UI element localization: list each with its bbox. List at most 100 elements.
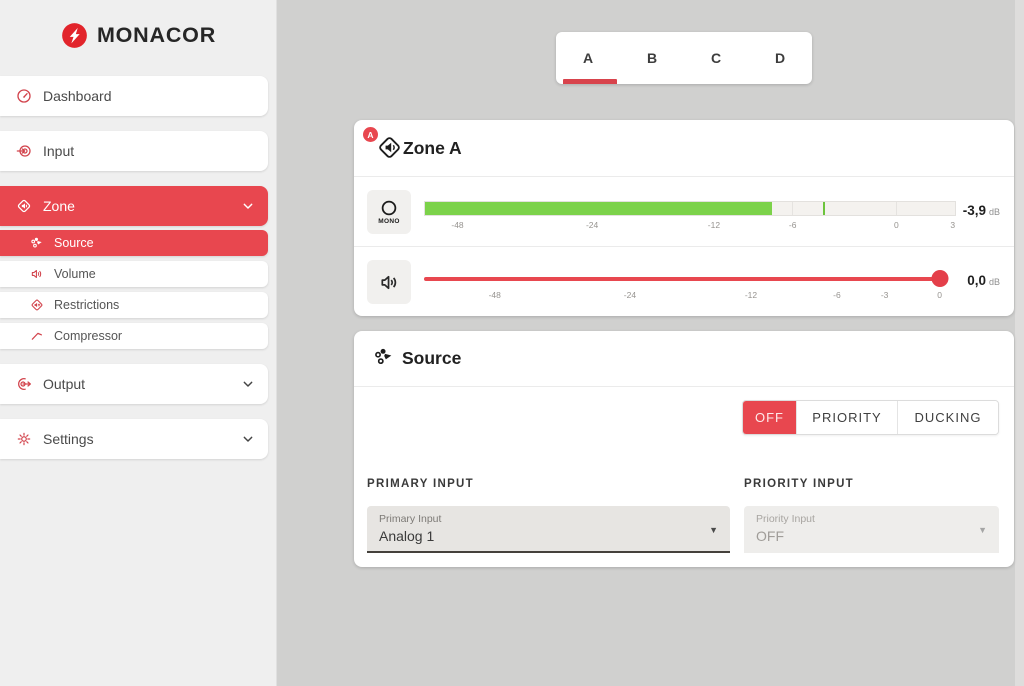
tab-a[interactable]: A <box>556 32 620 84</box>
tab-label: B <box>646 50 658 66</box>
priority-input-heading: PRIORITY INPUT <box>744 478 854 490</box>
sidebar-item-label: Output <box>43 376 86 392</box>
divider <box>354 246 1014 247</box>
sidebar-subitem-compressor[interactable]: Compressor <box>0 323 268 349</box>
restrictions-mute-icon <box>31 299 43 311</box>
meter-tick: -12 <box>707 220 721 230</box>
sidebar-subitem-restrictions[interactable]: Restrictions <box>0 292 268 318</box>
select-value: Analog 1 <box>379 528 435 544</box>
tab-label: D <box>774 50 786 66</box>
sidebar-item-label: Input <box>43 143 75 159</box>
source-panel: Source OFF PRIORITY DUCKING PRIMARY INPU… <box>354 331 1014 567</box>
volume-value: 0,0 dB <box>967 272 1000 290</box>
meter-scale: -48 -24 -12 -6 0 3 <box>424 220 956 232</box>
sidebar-item-label: Zone <box>43 198 75 214</box>
select-label: Primary Input <box>379 513 442 525</box>
level-meter <box>424 201 956 216</box>
dropdown-arrow-icon: ▼ <box>709 525 718 535</box>
mode-priority-button[interactable]: PRIORITY <box>796 401 897 434</box>
zone-badge: A <box>363 127 378 142</box>
mode-ducking-button[interactable]: DUCKING <box>897 401 998 434</box>
tab-d[interactable]: D <box>748 32 812 84</box>
chevron-down-icon <box>243 436 253 442</box>
volume-tick: -3 <box>880 290 889 300</box>
meter-tick: 0 <box>894 220 899 230</box>
meter-tick: 3 <box>950 220 956 230</box>
volume-slider[interactable] <box>424 270 949 287</box>
speaker-icon <box>380 275 396 289</box>
mono-circle-icon <box>381 200 397 216</box>
volume-icon <box>31 269 42 279</box>
meter-level-fill <box>425 202 772 215</box>
compressor-icon <box>31 332 42 340</box>
meter-segment-divider <box>792 202 794 215</box>
zone-mute-button[interactable] <box>367 260 411 304</box>
meter-tick: -24 <box>585 220 599 230</box>
output-arrow-icon <box>18 378 31 390</box>
source-nodes-icon <box>375 348 392 365</box>
sidebar-item-dashboard[interactable]: Dashboard <box>0 76 268 116</box>
input-arrow-icon <box>16 145 31 157</box>
meter-value-unit: dB <box>988 207 1000 217</box>
divider <box>354 176 1014 177</box>
volume-tick: -48 <box>488 290 501 300</box>
volume-slider-thumb[interactable] <box>931 270 949 287</box>
tab-c[interactable]: C <box>684 32 748 84</box>
primary-input-heading: PRIMARY INPUT <box>367 478 474 490</box>
select-value: OFF <box>756 528 784 544</box>
gauge-icon <box>17 89 31 103</box>
priority-input-select: Priority Input OFF ▼ <box>744 506 999 553</box>
sidebar-item-label: Settings <box>43 431 94 447</box>
mono-button-label: MONO <box>378 218 400 225</box>
sidebar-subitem-label: Restrictions <box>54 298 120 312</box>
brand-name: MONACOR <box>96 23 217 47</box>
sidebar-item-settings[interactable]: Settings <box>0 419 268 459</box>
panel-title: Source <box>402 348 462 368</box>
sidebar: MONACOR Dashboard Input Zone <box>0 0 277 686</box>
dropdown-arrow-icon: ▼ <box>978 525 987 535</box>
zone-tabs: A B C D <box>556 32 812 84</box>
volume-value-unit: dB <box>988 277 1000 287</box>
primary-input-select[interactable]: Primary Input Analog 1 ▼ <box>367 506 730 553</box>
mono-button[interactable]: MONO <box>367 190 411 234</box>
tab-label: A <box>582 50 594 66</box>
volume-tick: -6 <box>833 290 841 300</box>
sidebar-subitem-source[interactable]: Source <box>0 230 268 256</box>
gear-icon <box>17 432 31 446</box>
main-content: A B C D A Zone A MONO <box>277 0 1024 686</box>
meter-peak-indicator <box>823 202 826 215</box>
meter-tick: -48 <box>451 220 464 230</box>
volume-tick: 0 <box>937 290 942 300</box>
tab-b[interactable]: B <box>620 32 684 84</box>
chevron-down-icon <box>243 381 253 387</box>
sidebar-subitem-volume[interactable]: Volume <box>0 261 268 287</box>
volume-value-number: 0,0 <box>967 273 986 288</box>
zone-a-panel: A Zone A MONO -48 -24 -12 -6 0 3 -3,9 dB <box>354 120 1014 316</box>
meter-segment-divider <box>895 202 897 215</box>
sidebar-item-label: Dashboard <box>43 88 112 104</box>
active-tab-underline <box>563 79 617 84</box>
source-mode-group: OFF PRIORITY DUCKING <box>742 400 999 435</box>
zone-speaker-icon <box>17 199 31 213</box>
meter-tick: -6 <box>788 220 797 230</box>
panel-title: Zone A <box>403 138 462 158</box>
scrollbar-track[interactable] <box>1015 0 1024 686</box>
sidebar-subitem-label: Volume <box>54 267 96 281</box>
zone-speaker-icon <box>379 137 400 158</box>
sidebar-item-output[interactable]: Output <box>0 364 268 404</box>
source-nodes-icon <box>31 237 42 248</box>
divider <box>354 386 1014 387</box>
brand-logo: MONACOR <box>0 22 277 49</box>
select-label: Priority Input <box>756 513 815 525</box>
sidebar-item-input[interactable]: Input <box>0 131 268 171</box>
monacor-bolt-icon <box>62 23 87 48</box>
sidebar-subitem-label: Source <box>54 236 94 250</box>
mode-off-button[interactable]: OFF <box>743 401 796 434</box>
volume-scale: -48 -24 -12 -6 -3 0 <box>424 290 948 302</box>
meter-value: -3,9 dB <box>963 202 1000 220</box>
sidebar-item-zone[interactable]: Zone <box>0 186 268 226</box>
sidebar-subitem-label: Compressor <box>54 329 123 343</box>
volume-tick: -24 <box>623 290 637 300</box>
tab-label: C <box>710 50 722 66</box>
meter-value-number: -3,9 <box>962 203 986 218</box>
